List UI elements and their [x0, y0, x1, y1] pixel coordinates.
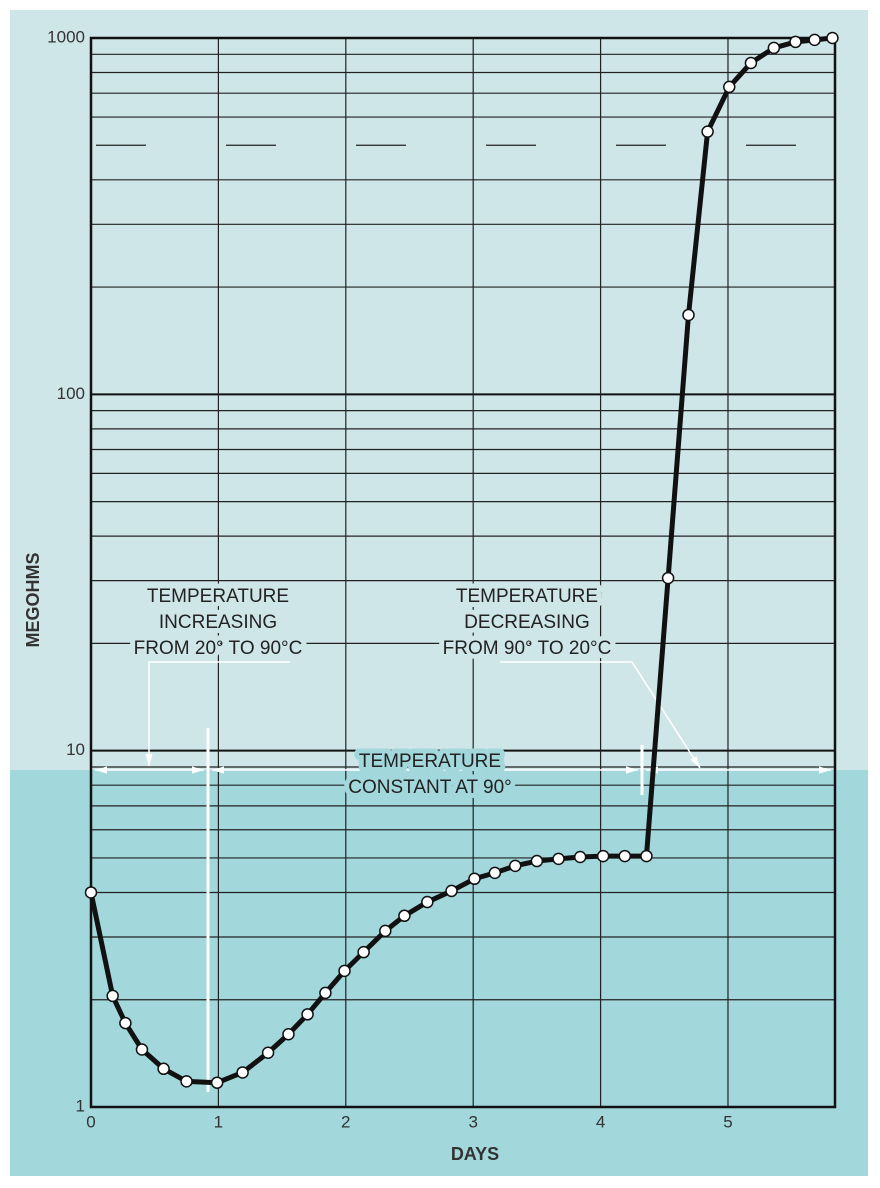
- data-point: [282, 1028, 295, 1041]
- data-point: [379, 924, 392, 938]
- plot: TEMPERATURE INCREASING FROM 20° TO 90°C TEM…: [84, 31, 839, 1089]
- data-point: [180, 1075, 193, 1088]
- data-point: [106, 989, 119, 1003]
- annotation: INCREASING: [159, 612, 277, 633]
- background-lower: [10, 770, 868, 1176]
- data-point: [744, 56, 758, 70]
- data-point: [119, 1016, 132, 1030]
- annotation: TEMPERATURE: [359, 751, 501, 772]
- annotation: TEMPERATURE: [147, 586, 289, 607]
- data-point: [301, 1008, 314, 1021]
- y-tick-label: 1000: [47, 27, 85, 46]
- x-axis-label: DAYS: [451, 1144, 499, 1164]
- data-point: [236, 1066, 249, 1079]
- data-point: [701, 125, 714, 138]
- plot-frame: [89, 36, 837, 1109]
- data-point: [135, 1043, 149, 1056]
- data-point: [826, 31, 839, 45]
- data-point: [682, 308, 695, 322]
- x-tick-label: 1: [214, 1112, 223, 1131]
- x-tick-label: 3: [468, 1112, 477, 1131]
- data-point: [84, 886, 98, 899]
- data-point: [618, 849, 632, 863]
- data-point: [338, 964, 351, 978]
- annotation: DECREASING: [464, 612, 590, 633]
- x-tick-label: 5: [723, 1112, 732, 1131]
- data-point: [808, 33, 821, 47]
- annotation: FROM 90° TO 20°C: [443, 638, 612, 659]
- y-axis-label: MEGOHMS: [23, 552, 43, 647]
- data-point: [357, 945, 370, 959]
- data-point: [723, 80, 736, 94]
- x-tick-label: 2: [341, 1112, 350, 1131]
- data-point: [640, 849, 653, 863]
- data-point: [468, 872, 481, 886]
- data-point: [508, 859, 522, 873]
- x-tick-label: 4: [596, 1112, 605, 1131]
- data-point: [488, 866, 502, 880]
- data-point: [398, 909, 411, 923]
- annotation-lines: [95, 661, 831, 1092]
- data-point: [552, 852, 565, 866]
- data-point: [421, 895, 434, 909]
- data-point: [319, 986, 332, 1000]
- data-point: [596, 849, 610, 863]
- x-tick-label: 0: [86, 1112, 95, 1131]
- y-tick-label: 100: [57, 384, 85, 403]
- data-point: [661, 571, 675, 585]
- data-point: [789, 35, 802, 49]
- data-point: [445, 884, 458, 898]
- data-point: [261, 1046, 275, 1059]
- y-tick-label: 10: [66, 740, 85, 759]
- data-point: [767, 41, 781, 55]
- annotation: FROM 20° TO 90°C: [134, 638, 303, 659]
- data-point: [157, 1062, 170, 1076]
- annotation: TEMPERATURE: [456, 586, 598, 607]
- data-point: [210, 1076, 224, 1089]
- data-point: [530, 854, 544, 868]
- data-point: [573, 850, 587, 864]
- annotation: CONSTANT AT 90°: [348, 777, 512, 798]
- y-tick-label: 1: [76, 1096, 85, 1115]
